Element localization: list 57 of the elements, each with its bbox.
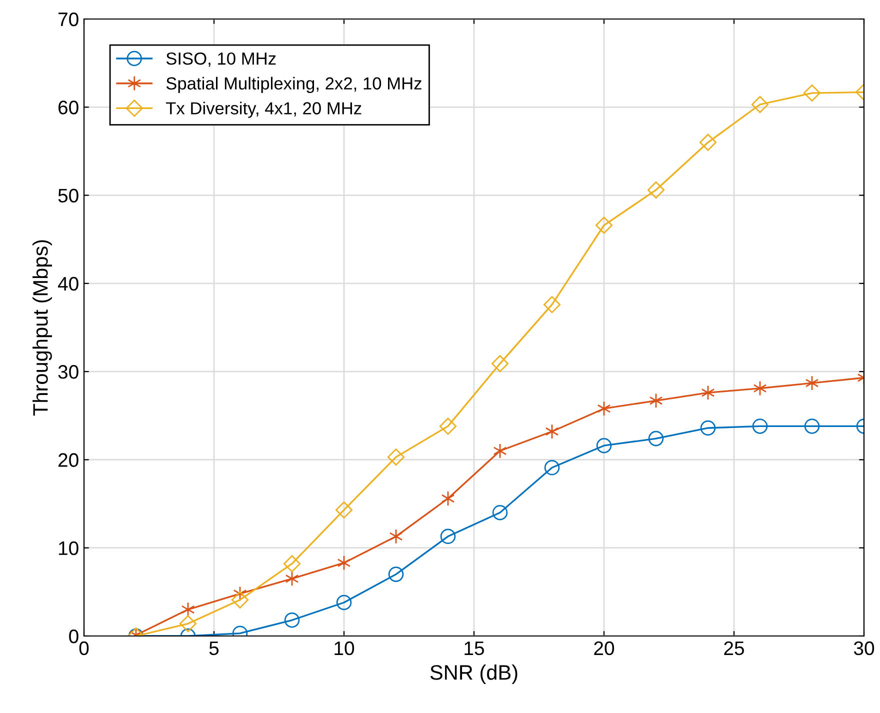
point [335, 501, 353, 519]
y-axis-title: Throughput (Mbps) [32, 240, 52, 416]
point [649, 393, 663, 408]
x-tick-label: 5 [209, 642, 219, 656]
x-tick-label: 30 [854, 641, 874, 656]
y-tick-label: 30 [58, 365, 78, 379]
point [493, 443, 507, 459]
point [804, 418, 820, 434]
point [596, 438, 612, 454]
point [544, 460, 560, 476]
point [181, 602, 195, 618]
legend-label: Spatial Multiplexing, 2x2, 10 MHz [166, 76, 422, 94]
y-tick-label: 0 [69, 629, 78, 644]
point [336, 594, 352, 610]
point [648, 430, 664, 446]
point [647, 181, 665, 199]
point [440, 528, 456, 544]
x-tick-label: 25 [724, 641, 744, 656]
point [389, 528, 403, 544]
y-tick-label: 60 [58, 100, 78, 114]
y-tick-label: 50 [58, 188, 78, 203]
point [337, 555, 351, 570]
point [751, 96, 769, 114]
point [700, 420, 716, 436]
legend-label: Tx Diversity, 4x1, 20 MHz [166, 102, 362, 118]
point [285, 571, 299, 586]
point [388, 566, 404, 582]
x-axis-title: SNR (dB) [430, 664, 518, 684]
point [231, 591, 249, 608]
x-tick-label: 0 [79, 641, 89, 656]
point [699, 134, 717, 151]
y-tick-label: 10 [58, 541, 78, 556]
point [441, 490, 455, 506]
point [543, 296, 561, 314]
point [491, 355, 509, 372]
y-tick-label: 40 [58, 276, 78, 291]
point [283, 555, 301, 572]
point [753, 380, 767, 396]
point [492, 504, 508, 520]
point [284, 612, 300, 628]
point [387, 448, 405, 466]
point [805, 375, 819, 391]
x-tick-label: 10 [334, 641, 354, 656]
point [179, 615, 197, 632]
y-tick-label: 70 [58, 12, 78, 26]
point [545, 424, 559, 440]
point [701, 385, 715, 400]
point [439, 418, 457, 435]
point [597, 400, 611, 416]
x-tick-label: 15 [464, 642, 484, 656]
x-tick-label: 20 [594, 641, 614, 656]
point [752, 418, 768, 434]
point [595, 216, 613, 234]
point [233, 586, 247, 602]
legend-label: SISO, 10 MHz [166, 52, 276, 67]
point [803, 84, 821, 102]
y-tick-label: 20 [58, 453, 78, 467]
